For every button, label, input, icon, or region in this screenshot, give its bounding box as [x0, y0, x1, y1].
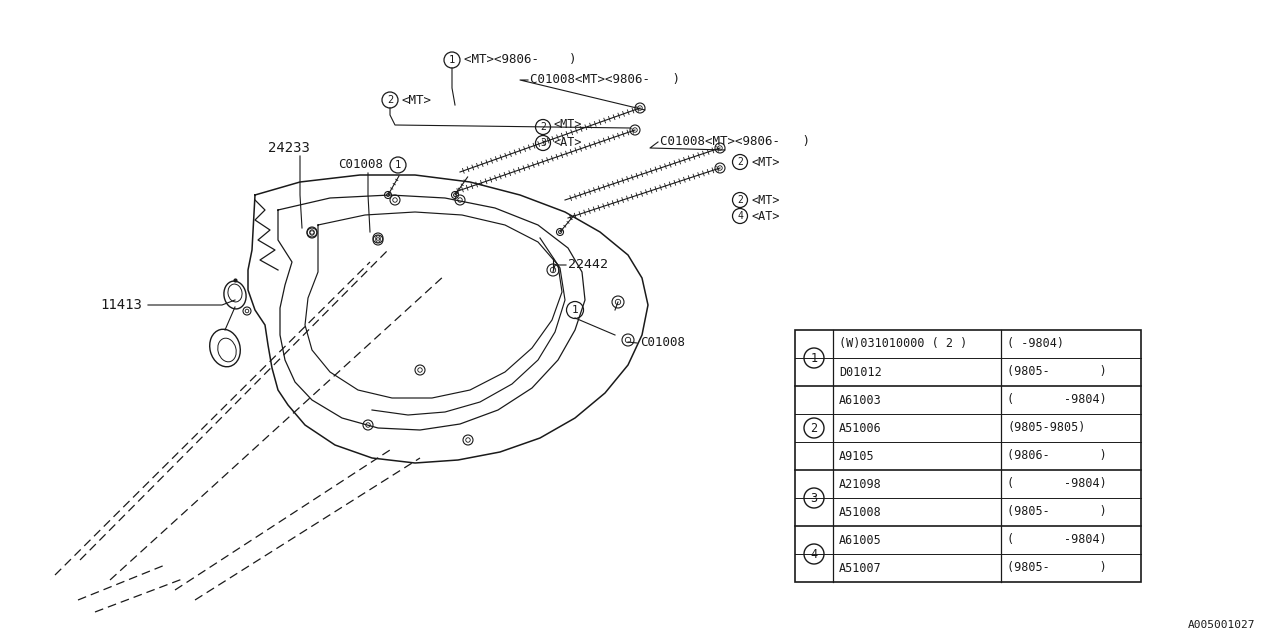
Text: 1: 1: [572, 305, 579, 315]
Text: 3: 3: [540, 138, 547, 148]
Text: 2: 2: [737, 157, 742, 167]
Text: D01012: D01012: [838, 365, 882, 378]
Text: A51008: A51008: [838, 506, 882, 518]
Text: C01008<MT><9806-   ): C01008<MT><9806- ): [660, 136, 810, 148]
Text: (W)031010000 ( 2 ): (W)031010000 ( 2 ): [838, 337, 968, 351]
Text: (9805-       ): (9805- ): [1007, 365, 1107, 378]
Text: A61003: A61003: [838, 394, 882, 406]
Text: <AT>: <AT>: [753, 209, 781, 223]
Text: 1: 1: [810, 351, 818, 365]
Text: A51007: A51007: [838, 561, 882, 575]
Text: <MT>: <MT>: [753, 156, 781, 168]
Text: 2: 2: [737, 195, 742, 205]
Text: (       -9804): ( -9804): [1007, 477, 1107, 490]
Text: (9806-       ): (9806- ): [1007, 449, 1107, 463]
Text: (9805-       ): (9805- ): [1007, 561, 1107, 575]
Text: <MT><9806-    ): <MT><9806- ): [465, 54, 576, 67]
Text: C01008: C01008: [338, 159, 383, 172]
Text: A9105: A9105: [838, 449, 874, 463]
Text: 11413: 11413: [100, 298, 142, 312]
Text: A61005: A61005: [838, 534, 882, 547]
Text: (       -9804): ( -9804): [1007, 394, 1107, 406]
Text: 1: 1: [394, 160, 401, 170]
Text: (9805-9805): (9805-9805): [1007, 422, 1085, 435]
Text: 24233: 24233: [268, 141, 310, 155]
Text: C01008: C01008: [640, 337, 685, 349]
Text: 4: 4: [810, 547, 818, 561]
Text: A005001027: A005001027: [1188, 620, 1254, 630]
Text: 2: 2: [810, 422, 818, 435]
Text: (       -9804): ( -9804): [1007, 534, 1107, 547]
Text: (9805-       ): (9805- ): [1007, 506, 1107, 518]
Text: <MT>: <MT>: [753, 193, 781, 207]
Text: C01008<MT><9806-   ): C01008<MT><9806- ): [530, 74, 680, 86]
Text: 3: 3: [810, 492, 818, 504]
Text: ( -9804): ( -9804): [1007, 337, 1064, 351]
Text: <AT>: <AT>: [554, 136, 582, 150]
Text: 2: 2: [387, 95, 393, 105]
Bar: [795, 330, 1140, 582]
Text: 4: 4: [737, 211, 742, 221]
Text: A21098: A21098: [838, 477, 882, 490]
Text: <MT>: <MT>: [554, 118, 582, 131]
Text: 1: 1: [449, 55, 456, 65]
Text: 22442: 22442: [568, 259, 608, 271]
Text: <MT>: <MT>: [402, 93, 433, 106]
Text: 2: 2: [540, 122, 547, 132]
Text: A51006: A51006: [838, 422, 882, 435]
